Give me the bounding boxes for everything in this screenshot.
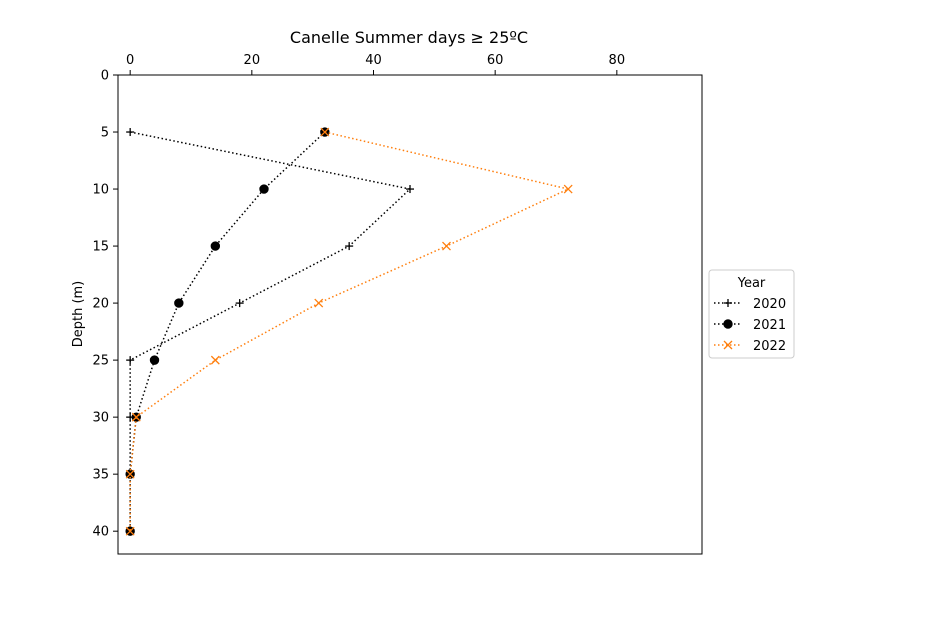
x-tick-label: 40	[365, 53, 382, 68]
data-point-2021	[149, 355, 160, 365]
x-tick-label: 60	[487, 53, 504, 68]
data-point-2022	[210, 355, 220, 365]
data-point-2022-stroke	[125, 526, 135, 536]
y-tick-label: 25	[92, 354, 109, 369]
y-tick-label: 40	[92, 525, 109, 540]
data-point-2020	[126, 128, 135, 137]
data-point-2022	[563, 184, 573, 194]
legend-marker-2021	[723, 319, 733, 329]
chart-title: Canelle Summer days ≥ 25ºC	[290, 28, 528, 47]
data-point-2021	[259, 184, 269, 194]
data-point-2020	[126, 356, 135, 365]
series-line-2021	[129, 131, 326, 532]
y-tick-label: 0	[101, 69, 109, 84]
data-point-2021	[174, 298, 184, 308]
series-line-2020	[129, 131, 412, 532]
data-point-2022-stroke	[563, 184, 573, 194]
y-tick-label: 20	[92, 297, 109, 312]
data-point-2022-stroke	[125, 469, 135, 479]
data-point-2020	[406, 185, 414, 194]
y-tick-label: 35	[92, 468, 109, 483]
legend-label-2021: 2021	[753, 318, 786, 333]
y-tick-label: 30	[92, 411, 109, 426]
data-point-2022-stroke	[320, 127, 330, 137]
data-point-2022	[131, 412, 141, 422]
data-point-2022	[314, 298, 324, 308]
legend-box	[708, 269, 795, 359]
x-tick-label: 80	[609, 53, 626, 68]
data-point-2022-stroke	[314, 298, 324, 308]
series-line-2022	[129, 131, 571, 532]
data-point-2022	[320, 127, 330, 137]
legend-marker-2020	[724, 299, 732, 307]
data-point-2020	[235, 299, 244, 308]
data-point-2022-stroke	[210, 355, 220, 365]
legend: Year 2020 2021 2022	[708, 269, 795, 359]
y-tick-label: 5	[101, 126, 109, 141]
data-point-2022	[442, 241, 451, 251]
legend-title: Year	[737, 276, 766, 291]
legend-marker-2022	[723, 340, 733, 350]
data-point-2022-stroke	[131, 412, 141, 422]
x-tick-label: 20	[244, 53, 261, 68]
y-tick-label: 15	[92, 240, 109, 255]
y-axis-label: Depth (m)	[71, 281, 86, 348]
y-tick-label: 10	[92, 183, 109, 198]
data-point-2021	[210, 241, 221, 251]
x-tick-label: 0	[126, 53, 134, 68]
plot-frame	[117, 74, 703, 555]
data-point-2022	[125, 469, 135, 479]
legend-label-2020: 2020	[753, 297, 786, 312]
data-point-2022	[125, 526, 135, 536]
legend-marker-2022-stroke	[723, 340, 733, 350]
plot-layer	[125, 127, 573, 536]
legend-label-2022: 2022	[753, 339, 786, 354]
data-point-2022-stroke	[442, 241, 451, 251]
data-point-2020	[345, 242, 354, 251]
